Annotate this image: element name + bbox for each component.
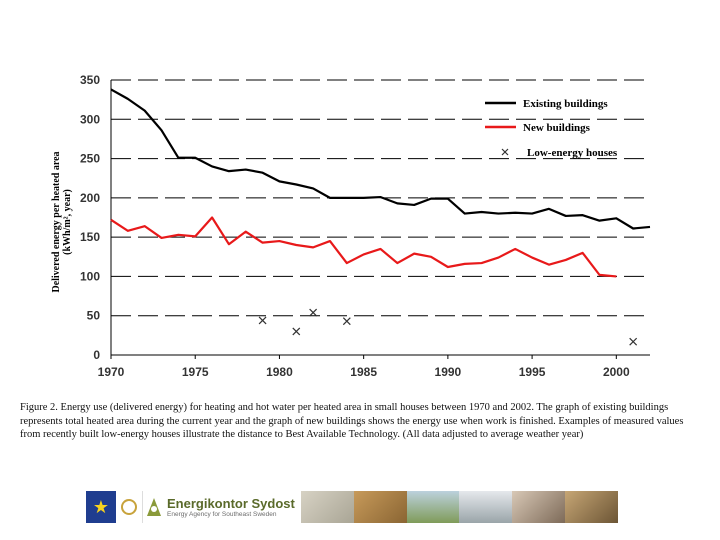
series-line-new-buildings [110,216,617,278]
y-tick-50: 50 [87,309,101,323]
y-tick-100: 100 [80,269,100,283]
legend-existing-buildings-label: Existing buildings [523,98,608,110]
photo-solar-panel [300,491,354,523]
banner-subtitle: Energy Agency for Southeast Sweden [167,510,277,518]
legend: Existing buildings New buildings Low-energ… [485,98,618,159]
axes [110,80,650,359]
x-tick-2000: 2000 [603,365,630,379]
legend-low-energy-houses-swatch [501,148,509,156]
x-tick-1985: 1985 [350,365,377,379]
marker-low-energy-houses-1982 [309,308,318,317]
marker-low-energy-houses-2001 [629,337,638,346]
partner-logo-icon [116,491,143,523]
y-axis-unit-label: (kWh/m², year) [62,189,73,255]
photo-wind-turbine [459,491,513,523]
x-tick-1990: 1990 [435,365,462,379]
y-tick-350: 350 [80,73,100,87]
series-lines [110,88,651,278]
marker-low-energy-houses-1979 [258,316,267,325]
energikontor-logo: Energikontor Sydost Energy Agency for So… [165,491,301,523]
y-tick-250: 250 [80,152,100,166]
marker-low-energy-houses-1984 [342,317,351,326]
eu-flag-icon: ★ [86,491,116,523]
x-tick-1980: 1980 [266,365,293,379]
footer-banner: ★ Energikontor Sydost Energy Agency for … [86,491,618,523]
x-tick-1975: 1975 [182,365,209,379]
marker-low-energy-houses-1981 [292,327,301,336]
photo-landscape [406,491,460,523]
y-tick-150: 150 [80,230,100,244]
photo-pellets [353,491,407,523]
legend-new-buildings-label: New buildings [523,122,591,134]
low-energy-markers [258,308,638,346]
figure-caption: Figure 2. Energy use (delivered energy) … [20,402,684,440]
energikontor-logo-icon [143,491,165,523]
y-axis-label: Delivered energy per heated area [51,151,62,292]
y-tick-labels: 0 50 100 150 200 250 300 350 [80,73,100,362]
photo-wood-chips [565,491,618,523]
x-tick-labels: 1970 1975 1980 1985 1990 1995 2000 [98,365,630,379]
legend-low-energy-houses-label: Low-energy houses [527,147,618,159]
grid-lines [111,79,650,317]
y-tick-0: 0 [93,348,100,362]
y-tick-200: 200 [80,191,100,205]
x-tick-1970: 1970 [98,365,125,379]
banner-title: Energikontor Sydost [167,495,295,511]
y-tick-300: 300 [80,112,100,126]
x-tick-1995: 1995 [519,365,546,379]
photo-buildings [512,491,566,523]
